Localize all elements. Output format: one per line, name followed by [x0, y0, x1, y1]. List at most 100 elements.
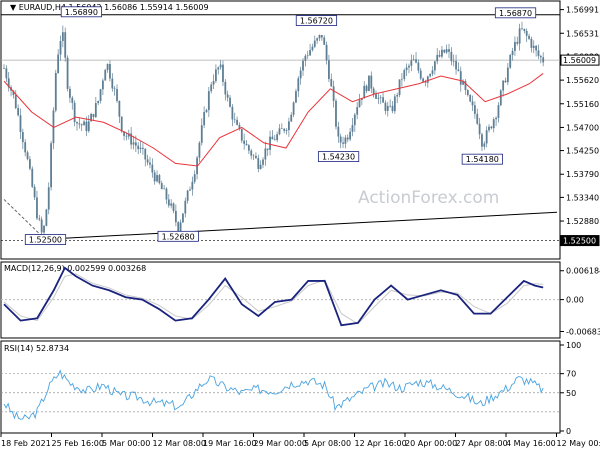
- candle-body: [505, 81, 507, 82]
- candle-body: [170, 203, 172, 205]
- header-high: 1.56086: [104, 3, 137, 12]
- candle-body: [201, 125, 203, 143]
- candle-body: [519, 28, 521, 43]
- candle-body: [269, 137, 271, 150]
- candle-body: [213, 81, 215, 85]
- candle-body: [27, 152, 29, 159]
- candle-body: [15, 95, 17, 108]
- macd-header: MACD(12,26,9) 0.002599 0.003268: [4, 264, 146, 273]
- candle-body: [248, 145, 250, 150]
- candle-body: [95, 103, 97, 117]
- candle-body: [210, 85, 212, 92]
- candle-body: [57, 55, 59, 73]
- candle-body: [368, 76, 370, 91]
- candle-body: [118, 101, 120, 117]
- candle-body: [406, 67, 408, 70]
- candle-body: [161, 183, 163, 189]
- candle-body: [344, 138, 346, 144]
- candle-body: [76, 122, 78, 123]
- swing-label: 1.56890: [65, 8, 98, 17]
- candle-body: [253, 156, 255, 157]
- candle-body: [326, 45, 328, 61]
- candle-body: [184, 201, 186, 214]
- candle-body: [203, 112, 205, 125]
- header-low: 1.55914: [140, 3, 173, 12]
- candle-body: [535, 46, 537, 51]
- candle-body: [83, 122, 85, 126]
- candle-body: [177, 222, 179, 232]
- candle-body: [415, 59, 417, 62]
- x-tick-label: 19 Mar 16:00: [203, 439, 256, 448]
- candle-body: [394, 96, 396, 111]
- x-tick-label: 25 Feb 16:00: [52, 439, 104, 448]
- candle-body: [257, 158, 259, 169]
- candle-body: [375, 94, 377, 99]
- candle-body: [300, 71, 302, 79]
- candle-body: [272, 137, 274, 140]
- candle-body: [328, 60, 330, 79]
- candle-body: [267, 149, 269, 150]
- candle-body: [36, 197, 38, 218]
- candle-body: [450, 52, 452, 61]
- x-tick-label: 4 May 16:00: [506, 439, 556, 448]
- rsi-y-tick-label: 0: [566, 427, 571, 436]
- candle-body: [401, 79, 403, 80]
- candle-body: [493, 119, 495, 128]
- candle-body: [417, 63, 419, 71]
- candle-body: [22, 132, 24, 142]
- candle-body: [521, 28, 523, 29]
- rsi-y-tick-label: 70: [566, 370, 576, 379]
- candle-body: [3, 68, 5, 69]
- price-y-tick-label: 1.55620: [566, 76, 599, 85]
- price-y-tick-label: 1.54700: [566, 123, 599, 132]
- candle-body: [422, 79, 424, 82]
- candle-body: [399, 79, 401, 95]
- x-tick-label: 5 Mar 00:00: [102, 439, 150, 448]
- candle-body: [403, 70, 405, 79]
- candle-body: [528, 36, 530, 39]
- x-tick-label: 5 Apr 08:00: [304, 439, 351, 448]
- candle-body: [17, 108, 19, 115]
- candle-body: [208, 91, 210, 110]
- candle-body: [337, 127, 339, 137]
- candle-body: [380, 97, 382, 98]
- candle-body: [509, 55, 511, 68]
- candle-body: [144, 149, 146, 160]
- macd-y-tick-label: -0.006837: [566, 328, 600, 337]
- candle-body: [158, 175, 160, 183]
- candle-body: [500, 91, 502, 106]
- price-y-tick-label: 1.53340: [566, 193, 599, 202]
- candle-body: [262, 160, 264, 165]
- candle-body: [458, 69, 460, 71]
- candle-body: [38, 218, 40, 219]
- candle-body: [502, 81, 504, 91]
- candle-body: [387, 106, 389, 111]
- candle-body: [392, 106, 394, 111]
- watermark: ActionForex.com: [358, 188, 499, 208]
- candle-body: [102, 81, 104, 90]
- candle-body: [441, 50, 443, 57]
- candle-body: [321, 35, 323, 37]
- candle-body: [356, 107, 358, 115]
- candle-body: [314, 41, 316, 47]
- candle-body: [133, 142, 135, 144]
- candle-body: [385, 103, 387, 111]
- candle-body: [97, 101, 99, 103]
- candle-body: [323, 37, 325, 44]
- candle-body: [140, 148, 142, 149]
- candle-body: [50, 143, 52, 187]
- candle-body: [349, 132, 351, 140]
- candle-body: [255, 156, 257, 158]
- candle-body: [231, 107, 233, 120]
- candle-body: [166, 189, 168, 200]
- candle-body: [217, 67, 219, 69]
- candle-body: [180, 222, 182, 232]
- candle-body: [302, 61, 304, 71]
- candle-body: [20, 115, 22, 132]
- candle-body: [307, 55, 309, 56]
- candle-body: [481, 134, 483, 146]
- x-tick-label: 12 May 00:00: [557, 439, 600, 448]
- candle-body: [309, 50, 311, 55]
- candle-body: [199, 143, 201, 158]
- swing-label: 1.56870: [499, 9, 532, 18]
